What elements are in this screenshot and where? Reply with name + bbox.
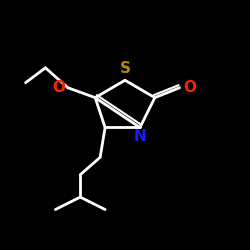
Text: O: O	[52, 80, 65, 95]
Text: N: N	[134, 129, 146, 144]
Text: S: S	[120, 61, 130, 76]
Text: O: O	[184, 80, 196, 95]
